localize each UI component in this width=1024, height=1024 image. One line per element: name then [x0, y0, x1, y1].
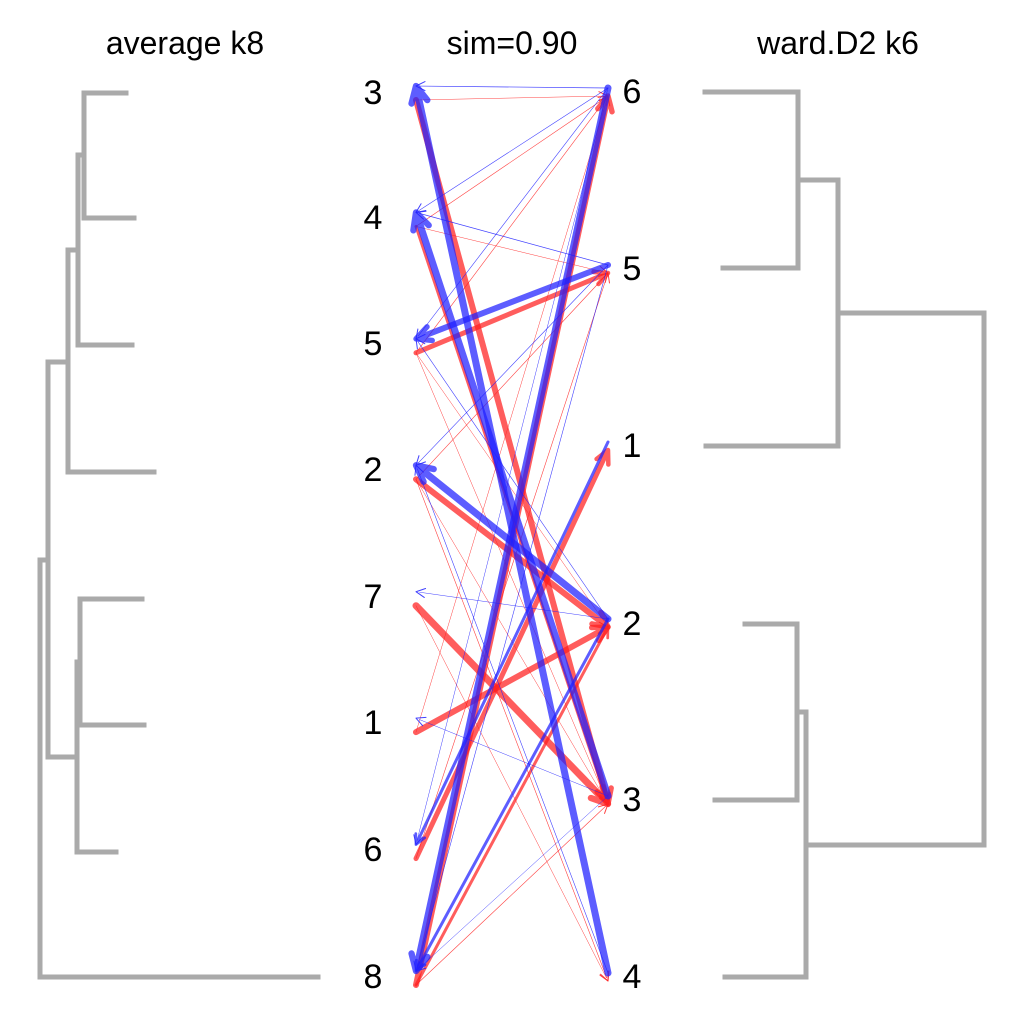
left-leaf-label: 4: [364, 199, 383, 237]
flow-arrow-right-to-left: [415, 716, 609, 797]
right-dendrogram-branch: [803, 310, 987, 848]
left-leaf-label: 1: [364, 704, 383, 742]
left-leaf-label: 5: [364, 325, 383, 363]
flow-arrow-right-to-left: [415, 588, 609, 620]
left-leaf-label: 2: [364, 451, 383, 489]
flow-arrow-left-to-right: [415, 272, 610, 859]
right-leaf-label: 2: [623, 605, 642, 643]
right-leaf-label: 5: [623, 250, 642, 288]
similarity-title: sim=0.90: [447, 25, 578, 61]
flow-arrow-left-to-right: [415, 803, 609, 986]
left-leaf-labels: 3 4 5 2 7 1 6 8: [364, 74, 383, 996]
right-leaf-label: 4: [623, 958, 642, 996]
flow-arrow-right-to-left: [408, 82, 612, 977]
flow-arrow-right-to-left: [415, 338, 609, 620]
left-dendrogram: [37, 90, 321, 980]
left-leaf-label: 8: [364, 958, 383, 996]
left-leaf-label: 7: [364, 578, 383, 616]
left-dendrogram-title: average k8: [106, 25, 264, 61]
left-leaf-label: 6: [364, 831, 383, 869]
right-leaf-labels: 6 5 1 2 3 4: [623, 73, 642, 996]
flow-arrows: [408, 81, 615, 988]
left-dendrogram-branch: [37, 557, 321, 980]
right-leaf-label: 6: [623, 73, 642, 111]
left-leaf-label: 3: [364, 74, 383, 112]
flow-arrow-right-to-left: [414, 464, 609, 974]
flow-arrow-right-to-left: [410, 209, 612, 800]
right-leaf-label: 1: [623, 427, 642, 465]
right-dendrogram: [702, 89, 987, 980]
right-leaf-label: 3: [623, 781, 642, 819]
right-dendrogram-title: ward.D2 k6: [756, 25, 919, 61]
flow-arrow-right-to-left: [414, 440, 610, 846]
